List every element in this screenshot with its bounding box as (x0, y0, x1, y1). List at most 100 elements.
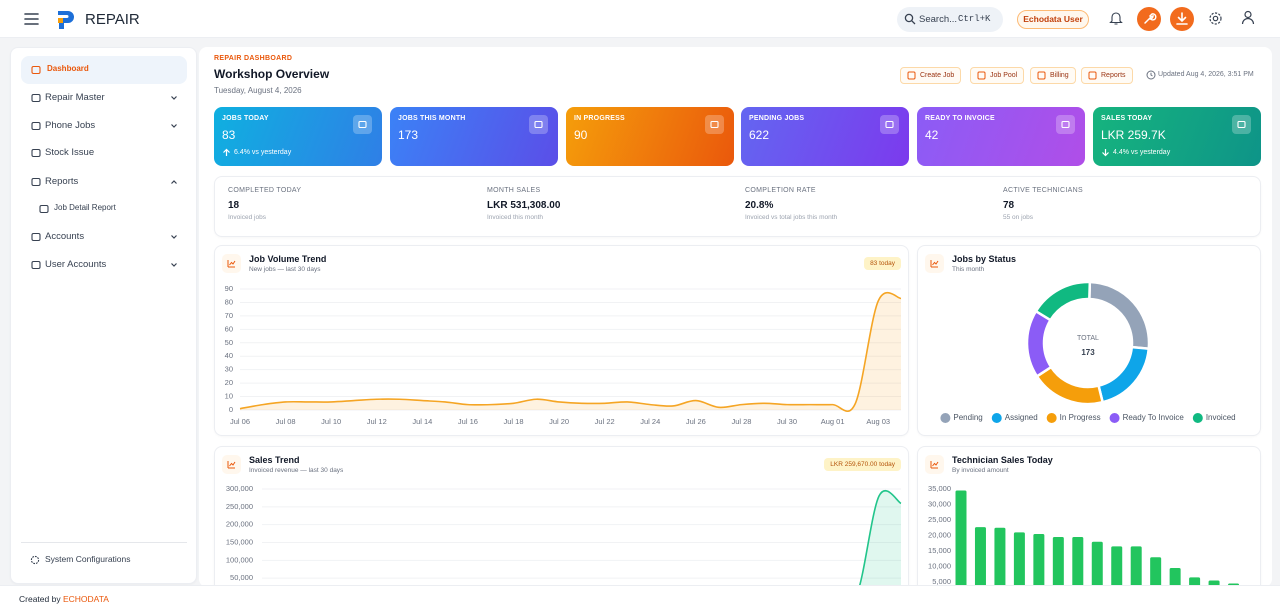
search-placeholder: Search... (919, 14, 958, 25)
x-tick-label: Jul 10 (321, 417, 341, 426)
menu-item[interactable]: User Accounts (45, 259, 107, 270)
chart-title: Job Volume Trend (249, 254, 327, 264)
menu-item[interactable]: Repair Master (45, 92, 105, 103)
summary-card (214, 176, 1261, 237)
kpi-label: JOBS TODAY (222, 115, 269, 122)
kpi-value: LKR 259.7K (1101, 128, 1166, 142)
action-button[interactable]: Billing (1030, 67, 1076, 84)
footer: Created by ECHODATA (0, 585, 1280, 611)
y-tick-label: 25,000 (928, 515, 951, 524)
legend-label: Invoiced (1206, 413, 1236, 422)
legend-swatch (1192, 413, 1203, 423)
menu-item[interactable]: Reports (45, 176, 79, 187)
donut-center-value: 173 (1081, 348, 1095, 357)
action-icon (1088, 71, 1097, 80)
sidebar-divider (21, 542, 187, 543)
y-tick-label: 20,000 (928, 530, 951, 539)
kpi-icon-box (1056, 115, 1075, 134)
bar (1130, 546, 1142, 598)
chart-title: Sales Trend (249, 455, 300, 465)
profile-button[interactable] (1241, 10, 1255, 25)
chart-badge: LKR 259,670.00 today (824, 458, 901, 471)
notifications-button[interactable] (1109, 11, 1123, 26)
kpi-icon-box (353, 115, 372, 134)
menu-item-active-bg[interactable] (21, 56, 187, 84)
kpi-icon-box (705, 115, 724, 134)
menu-icon (31, 65, 41, 75)
download-button[interactable] (1170, 7, 1194, 31)
chart-card (917, 245, 1261, 436)
action-button[interactable]: Reports (1081, 67, 1133, 84)
legend-swatch (940, 413, 951, 423)
x-tick-label: Jul 20 (549, 417, 569, 426)
chart-icon-box (925, 254, 944, 273)
y-tick-label: 80 (225, 297, 233, 306)
chart-badge: 83 today (864, 257, 901, 270)
menu-item[interactable]: Phone Jobs (45, 120, 96, 131)
sidebar (10, 47, 197, 584)
menu-item[interactable]: Job Detail Report (54, 203, 116, 212)
tools-button[interactable] (1137, 7, 1161, 31)
action-label: Billing (1050, 72, 1069, 79)
legend-swatch (991, 413, 1002, 423)
chart-title: Technician Sales Today (952, 455, 1053, 465)
line (239, 291, 902, 413)
kpi-card (566, 107, 734, 166)
y-tick-label: 10,000 (928, 561, 951, 570)
menu-item[interactable]: Accounts (45, 231, 85, 242)
donut-segment (1034, 280, 1092, 322)
action-icon (977, 71, 986, 80)
legend-label: Assigned (1005, 413, 1038, 422)
chart-icon-box (222, 254, 241, 273)
footer-text: Created by (19, 594, 61, 604)
menu-icon (31, 93, 41, 103)
search-icon (904, 13, 916, 25)
y-tick-label: 10 (225, 392, 233, 401)
kpi-icon (710, 120, 719, 129)
kpi-label: JOBS THIS MONTH (398, 115, 466, 122)
y-tick-label: 60 (225, 324, 233, 333)
user-badge[interactable]: Echodata User (1017, 10, 1089, 29)
kpi-trend: 6.4% vs yesterday (234, 149, 292, 156)
menu-item[interactable]: Stock Issue (45, 147, 95, 158)
action-button[interactable]: Job Pool (970, 67, 1025, 84)
summary-value: 20.8% (745, 200, 774, 211)
chart-icon (227, 260, 236, 268)
settings-button[interactable] (1208, 11, 1223, 26)
action-button[interactable]: Create Job (900, 67, 962, 84)
bar (1052, 537, 1064, 598)
trend-arrow (223, 148, 230, 156)
chart-card (917, 446, 1261, 606)
kpi-card (917, 107, 1085, 166)
menu-item[interactable]: Dashboard (47, 64, 89, 73)
y-tick-label: 30 (225, 365, 233, 374)
x-tick-label: Jul 18 (504, 417, 524, 426)
settings-icon (30, 555, 40, 565)
kpi-value: 90 (574, 128, 588, 142)
menu-button[interactable] (24, 12, 39, 26)
kpi-icon-box (1232, 115, 1251, 134)
menu-item[interactable]: System Configurations (45, 554, 131, 564)
chevron (171, 235, 177, 239)
chevron (171, 180, 177, 184)
action-label: Reports (1101, 72, 1126, 79)
x-tick-label: Jul 16 (458, 417, 478, 426)
x-tick-label: Aug 01 (821, 417, 845, 426)
kpi-value: 622 (749, 128, 770, 142)
donut-segment (1035, 365, 1105, 406)
footer-brand: ECHODATA (62, 594, 109, 604)
menu-icon (31, 260, 41, 270)
x-tick-label: Jul 12 (367, 417, 387, 426)
legend-label: In Progress (1060, 413, 1101, 422)
legend-label: Pending (953, 413, 982, 422)
search-box[interactable] (897, 7, 1003, 32)
legend-label: Ready To Invoice (1123, 413, 1185, 422)
y-tick-label: 100,000 (226, 555, 253, 564)
search-shortcut: Ctrl+K (958, 14, 991, 24)
chevron (171, 263, 177, 267)
kpi-label: SALES TODAY (1101, 115, 1153, 122)
y-tick-label: 15,000 (928, 546, 951, 555)
